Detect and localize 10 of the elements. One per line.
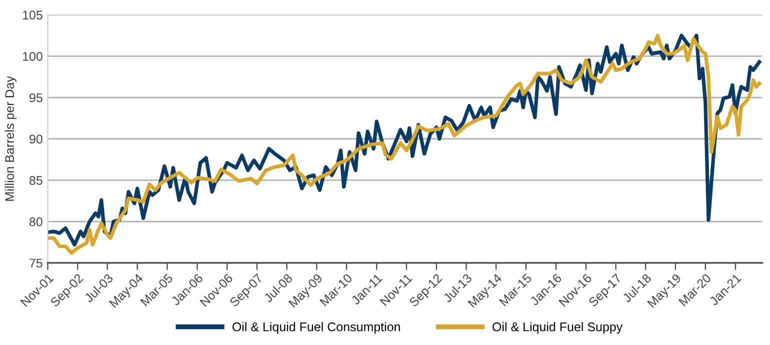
y-axis-title: Million Barrels per Day — [4, 76, 16, 201]
y-tick-label: 100 — [22, 52, 42, 61]
y-tick-label: 85 — [30, 176, 42, 185]
y-tick-label: 75 — [30, 258, 42, 268]
y-tick-label: 90 — [30, 134, 42, 144]
y-tick-label: 95 — [30, 93, 42, 102]
y-tick-label: 105 — [22, 10, 42, 20]
y-tick-label: 80 — [30, 217, 42, 226]
legend-label: Oil & Liquid Fuel Suppy — [492, 322, 623, 334]
legend-label: Oil & Liquid Fuel Consumption — [232, 322, 400, 334]
